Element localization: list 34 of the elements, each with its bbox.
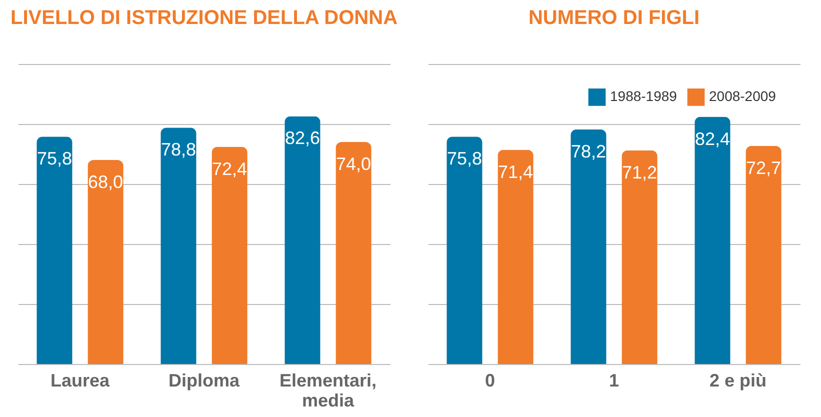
bar [36,136,72,364]
bar [446,136,482,364]
bar [570,129,606,364]
legend-label: 2008-2009 [709,88,776,104]
data-label: 78,2 [570,141,606,162]
data-label: 72,4 [212,158,248,179]
x-tick-label: 0 [484,370,496,390]
chart-title: NUMERO DI FIGLI [528,7,700,29]
data-label: 68,0 [88,172,124,192]
data-label: 74,0 [336,154,372,174]
data-label: 78,8 [160,140,196,160]
bar [694,116,730,364]
bar [622,150,658,364]
bar [498,150,534,364]
x-tick-label: 1 [608,370,620,390]
bar [746,146,782,364]
x-tick-label: Elementari, media [279,370,377,410]
data-label: 75,8 [446,148,482,169]
data-label: 72,7 [746,158,782,178]
data-label: 75,8 [36,148,72,169]
bar [160,128,196,364]
data-label: 82,6 [284,128,320,148]
x-tick-label: 2 e più [709,370,767,390]
legend-label: 1988-1989 [610,88,678,104]
bar [212,146,248,364]
x-tick-label: Laurea [50,370,110,390]
bar [284,116,320,364]
chart-title: LIVELLO DI ISTRUZIONE DELLA DONNA [10,7,398,29]
x-tick-label: Diploma [168,370,240,390]
bar [336,142,372,364]
data-label: 71,4 [498,162,534,182]
data-label: 82,4 [694,128,730,149]
data-label: 71,2 [622,162,658,182]
bar [88,160,124,364]
